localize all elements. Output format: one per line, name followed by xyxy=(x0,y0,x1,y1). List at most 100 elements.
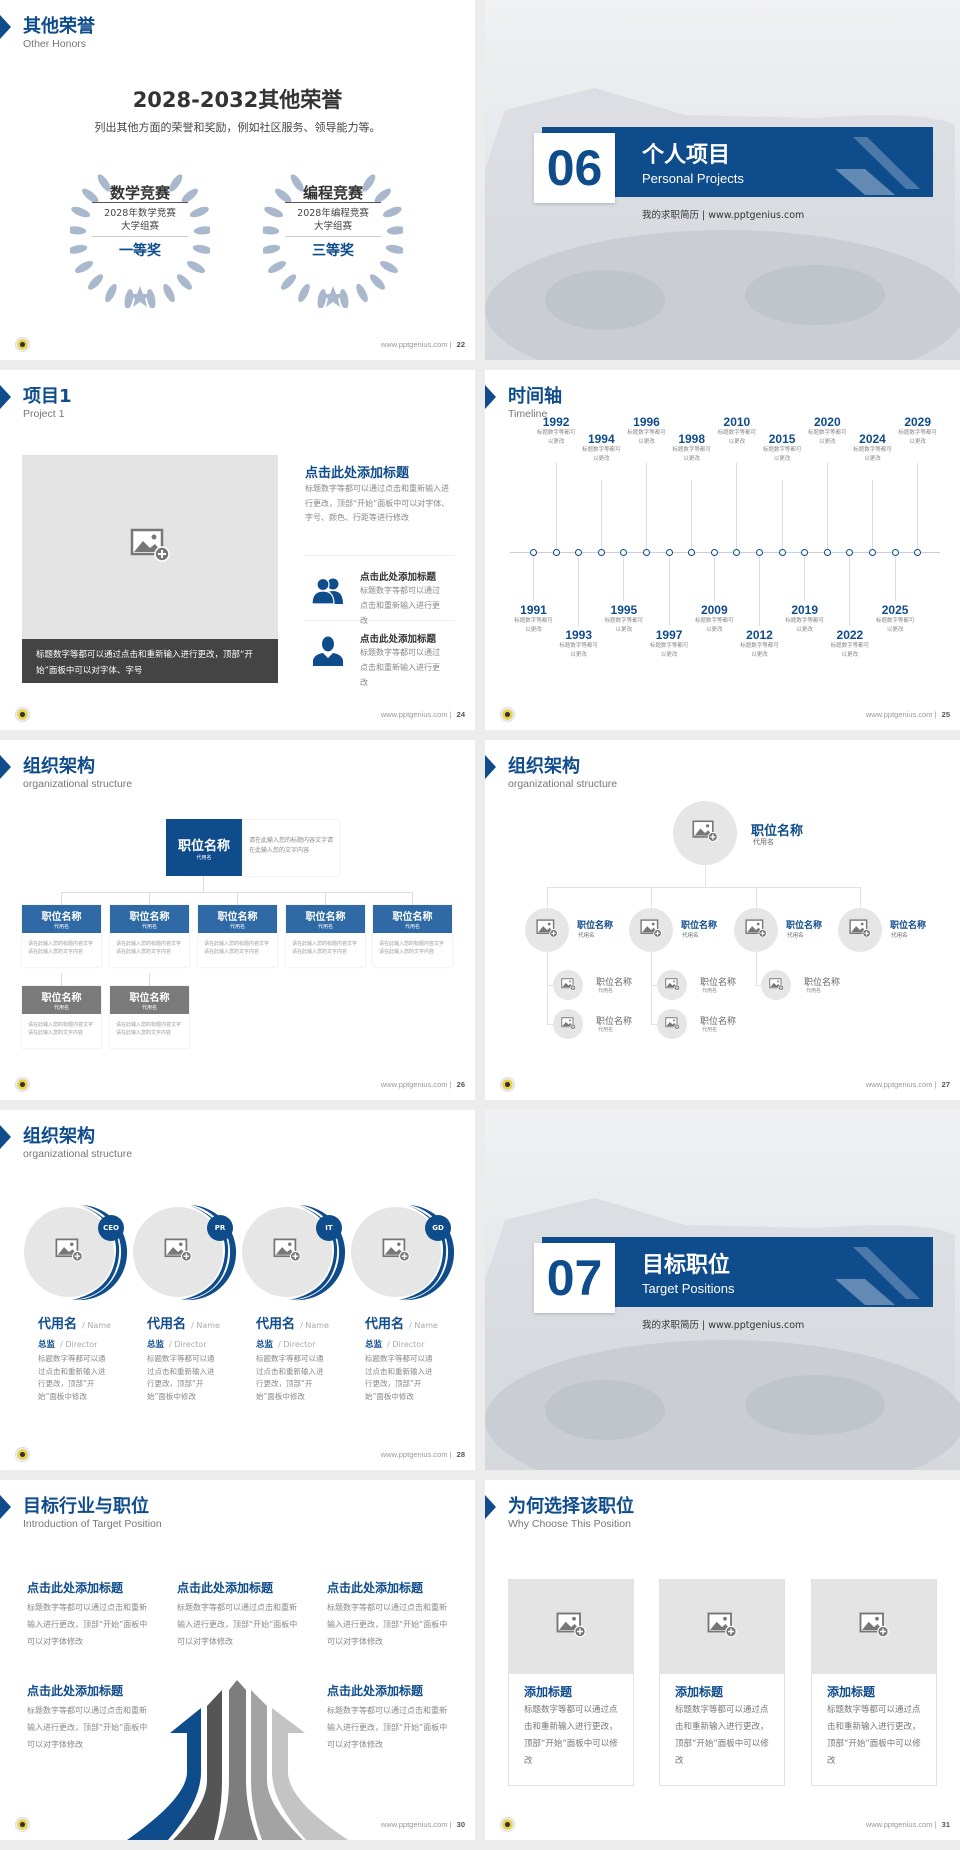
award-badge: 数学竞赛 2028年数学竞赛 大学组赛 一等奖 xyxy=(70,168,210,308)
slide-subtitle: Project 1 xyxy=(23,408,65,420)
timeline-dot[interactable] xyxy=(756,549,763,556)
position-header: 职位名称 代用名 xyxy=(110,986,189,1014)
divider xyxy=(285,202,381,203)
timeline-dot[interactable] xyxy=(552,549,560,556)
position-name: 职位名称 xyxy=(804,978,841,988)
member-role: 总监 xyxy=(365,1340,383,1350)
timeline-dot[interactable] xyxy=(530,549,537,556)
photo-placeholder[interactable] xyxy=(838,908,882,952)
reason-card: 添加标题 标题数字等都可以通过点击和重新输入进行更改，顶部“开始”面板中可以修改 xyxy=(811,1579,937,1786)
position-alias: 代用名 xyxy=(753,838,774,846)
timeline-event: 2010 标题数字等都可以更改 xyxy=(714,415,759,446)
logo xyxy=(500,1077,515,1092)
add-image-icon xyxy=(560,976,576,995)
event-description: 标题数字等都可以更改 xyxy=(695,618,734,633)
timeline-event: 1992 标题数字等都可以更改 xyxy=(534,415,579,446)
timeline-connector xyxy=(894,556,896,601)
position-text: 请在此输入您的标题内容文字请在此输入您的文字内容 xyxy=(28,1022,94,1036)
timeline-dot[interactable] xyxy=(575,549,583,556)
event-description: 标题数字等都可以更改 xyxy=(898,430,937,445)
timeline-dot[interactable] xyxy=(688,549,696,556)
timeline-dot[interactable] xyxy=(891,549,899,556)
timeline-dot[interactable] xyxy=(778,549,786,556)
honors-description: 列出其他方面的荣誉和奖励，例如社区服务、领导能力等。 xyxy=(94,121,381,134)
block-title: 点击此处添加标题 xyxy=(327,1684,424,1698)
arrow-blue xyxy=(127,1708,201,1840)
timeline-connector xyxy=(533,556,534,601)
position-name: 职位名称 xyxy=(41,993,82,1004)
timeline-dot[interactable] xyxy=(643,549,650,556)
member-name-line: 代用名 / Name xyxy=(38,1313,111,1332)
footer-url: www.pptgenius.com xyxy=(865,710,933,719)
footer: www.pptgenius.com | 25 xyxy=(865,710,950,719)
block-text: 标题数字等都可以通过点击和重新输入进行更改，顶部“开始”面板中可以对字体修改 xyxy=(27,1706,148,1749)
timeline-event: 2025 标题数字等都可以更改 xyxy=(873,603,918,634)
header-arrow-icon xyxy=(0,15,11,39)
timeline-connector xyxy=(736,463,738,549)
connector xyxy=(412,892,413,905)
position-header: 职位名称 代用名 xyxy=(373,905,452,933)
timeline-dot[interactable] xyxy=(823,549,831,556)
slide-title: 为何选择该职位 xyxy=(508,1496,634,1517)
person-icon xyxy=(313,636,343,670)
event-year: 2025 xyxy=(881,603,909,617)
member-photo-placeholder[interactable] xyxy=(351,1207,441,1297)
photo-placeholder[interactable] xyxy=(553,970,583,1000)
section-tagline: 我的求职简历 | www.pptgenius.com xyxy=(642,210,805,221)
timeline-dot[interactable] xyxy=(733,549,741,556)
timeline-event: 1994 标题数字等都可以更改 xyxy=(579,432,624,463)
award-prize: 一等奖 xyxy=(119,243,161,259)
add-image-icon xyxy=(692,820,718,846)
header-arrow-icon xyxy=(485,755,496,779)
timeline-dot[interactable] xyxy=(665,549,673,556)
connector xyxy=(705,865,706,887)
image-placeholder[interactable] xyxy=(509,1580,633,1674)
image-placeholder[interactable] xyxy=(660,1580,784,1674)
position-alias: 代用名 xyxy=(598,1027,614,1033)
photo-placeholder[interactable] xyxy=(657,1009,687,1039)
photo-placeholder[interactable] xyxy=(553,1009,583,1039)
timeline-dot[interactable] xyxy=(597,549,605,556)
timeline-event: 2029 标题数字等都可以更改 xyxy=(895,415,940,446)
timeline-dot[interactable] xyxy=(801,549,809,556)
page-number: 25 xyxy=(941,710,950,719)
connector xyxy=(547,887,861,888)
timeline-event: 1995 标题数字等都可以更改 xyxy=(601,603,646,634)
text-block: 点击此处添加标题 标题数字等都可以通过点击和重新输入进行更改，顶部“开始”面板中可… xyxy=(27,1682,152,1753)
section-title: 目标职位 xyxy=(642,1253,731,1278)
position-box: 职位名称 代用名 请在此输入您的标题内容文字请在此输入您的文字内容 xyxy=(22,905,101,967)
connector xyxy=(651,887,652,908)
photo-placeholder[interactable] xyxy=(734,908,778,952)
timeline-event: 2019 标题数字等都可以更改 xyxy=(782,603,827,634)
timeline-dot[interactable] xyxy=(846,549,854,556)
position-name: 职位名称 xyxy=(596,978,633,988)
position-alias: 代用名 xyxy=(53,1005,69,1011)
timeline-dot[interactable] xyxy=(914,549,922,556)
slide-subtitle: organizational structure xyxy=(508,778,618,790)
member-photo-placeholder[interactable] xyxy=(24,1207,114,1297)
image-placeholder[interactable] xyxy=(22,455,278,639)
top-position-box: 职位名称 代用名 xyxy=(166,819,242,876)
text-block: 点击此处添加标题 标题数字等都可以通过点击和重新输入进行更改，顶部“开始”面板中可… xyxy=(177,1579,302,1650)
text-block: 点击此处添加标题 标题数字等都可以通过点击和重新输入进行更改，顶部“开始”面板中可… xyxy=(27,1579,152,1650)
timeline-dot[interactable] xyxy=(620,549,628,556)
timeline-dot[interactable] xyxy=(869,549,876,556)
section-subtitle: Target Positions xyxy=(642,1281,735,1296)
photo-placeholder[interactable] xyxy=(673,801,737,865)
position-name: 职位名称 xyxy=(177,839,230,854)
image-placeholder[interactable] xyxy=(812,1580,936,1674)
timeline-dot[interactable] xyxy=(710,549,718,556)
event-year: 2009 xyxy=(700,603,728,617)
photo-placeholder[interactable] xyxy=(629,908,673,952)
photo-placeholder[interactable] xyxy=(657,970,687,1000)
connector xyxy=(237,892,238,905)
footer: www.pptgenius.com | 26 xyxy=(380,1080,465,1089)
timeline-event: 2024 标题数字等都可以更改 xyxy=(850,432,895,463)
add-image-icon xyxy=(640,919,662,942)
slide-title: 其他荣誉 xyxy=(23,16,95,37)
block-text: 标题数字等都可以通过点击和重新输入进行更改，顶部“开始”面板中可以对字体修改 xyxy=(327,1706,448,1749)
photo-placeholder[interactable] xyxy=(525,908,569,952)
event-year: 2022 xyxy=(836,628,864,642)
photo-placeholder[interactable] xyxy=(761,970,791,1000)
event-year: 1996 xyxy=(633,415,660,429)
